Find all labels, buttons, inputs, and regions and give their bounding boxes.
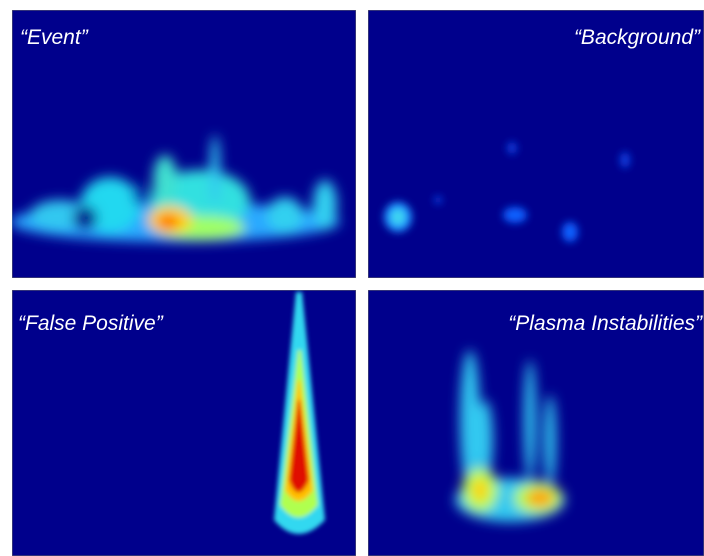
page: “Event” “Background” “False Positive” “P… xyxy=(0,0,704,556)
panel-bg xyxy=(368,10,704,278)
panel-label: “False Positive” xyxy=(18,312,164,335)
panel-label: “Event” xyxy=(20,26,89,49)
figure: “Event” “Background” “False Positive” “P… xyxy=(0,0,704,556)
panel-background xyxy=(368,10,704,278)
panel-label: “Background” xyxy=(574,26,701,49)
panel-event xyxy=(10,10,356,278)
panel-label: “Plasma Instabilities” xyxy=(508,312,703,335)
